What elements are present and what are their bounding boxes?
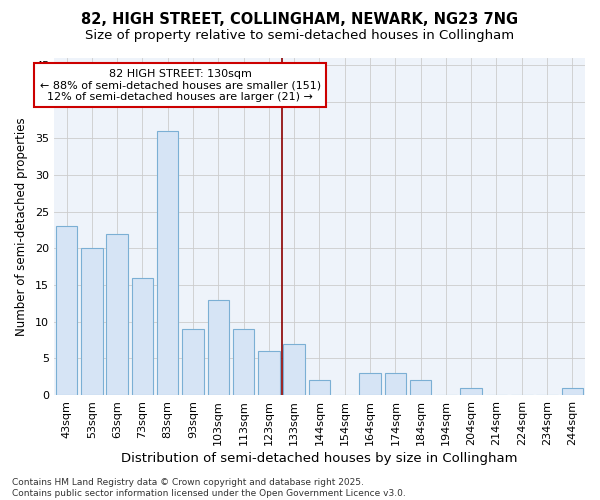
Bar <box>157 131 178 395</box>
Text: 82, HIGH STREET, COLLINGHAM, NEWARK, NG23 7NG: 82, HIGH STREET, COLLINGHAM, NEWARK, NG2… <box>82 12 518 28</box>
Bar <box>562 388 583 395</box>
Text: Size of property relative to semi-detached houses in Collingham: Size of property relative to semi-detach… <box>85 29 515 42</box>
Bar <box>309 380 330 395</box>
Bar <box>208 300 229 395</box>
Bar <box>410 380 431 395</box>
X-axis label: Distribution of semi-detached houses by size in Collingham: Distribution of semi-detached houses by … <box>121 452 518 465</box>
Bar <box>460 388 482 395</box>
Bar <box>283 344 305 395</box>
Bar <box>81 248 103 395</box>
Bar <box>182 329 204 395</box>
Text: Contains HM Land Registry data © Crown copyright and database right 2025.
Contai: Contains HM Land Registry data © Crown c… <box>12 478 406 498</box>
Bar <box>106 234 128 395</box>
Bar <box>258 351 280 395</box>
Bar <box>56 226 77 395</box>
Bar <box>359 373 381 395</box>
Y-axis label: Number of semi-detached properties: Number of semi-detached properties <box>15 117 28 336</box>
Bar <box>233 329 254 395</box>
Bar <box>131 278 153 395</box>
Text: 82 HIGH STREET: 130sqm
← 88% of semi-detached houses are smaller (151)
12% of se: 82 HIGH STREET: 130sqm ← 88% of semi-det… <box>40 68 321 102</box>
Bar <box>385 373 406 395</box>
